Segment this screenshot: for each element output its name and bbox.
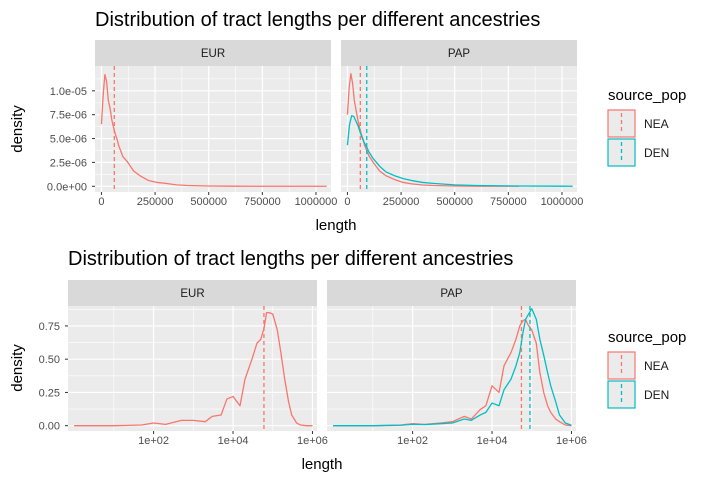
chart-title: Distribution of tract lengths per differ…	[95, 9, 540, 31]
x-tick-label: 1e+04	[218, 435, 249, 447]
chart-linear-scale: Distribution of tract lengths per differ…	[9, 9, 686, 234]
facet-panel-eur: EUR 1e+02 1e+04 1e+06 0.00 0.25 0.50 0.75	[39, 280, 328, 447]
x-tick-label: 1e+06	[297, 435, 328, 447]
plot-area	[95, 66, 331, 192]
chart-title: Distribution of tract lengths per differ…	[68, 248, 513, 270]
x-tick-label: 1000000	[295, 196, 338, 208]
x-tick-label: 500000	[436, 196, 473, 208]
y-axis-label: density	[9, 105, 26, 153]
y-tick-label: 0.25	[39, 387, 60, 399]
gridlines	[327, 306, 576, 431]
x-tick-label: 1e+06	[556, 435, 587, 447]
x-axis-label: length	[302, 456, 343, 473]
density-line-nea	[346, 72, 520, 187]
series-group	[74, 306, 313, 431]
x-tick-label: 250000	[137, 196, 174, 208]
plot-area	[68, 306, 317, 431]
series-group	[346, 66, 573, 192]
legend: source_pop NEA DEN	[607, 87, 686, 167]
x-axis-label: length	[316, 217, 357, 234]
x-tick-label: 1e+02	[138, 435, 169, 447]
legend: source_pop NEA DEN	[607, 329, 686, 409]
x-tick-label: 1e+02	[397, 435, 428, 447]
facet-strip-label: EUR	[180, 288, 204, 300]
x-tick-label: 250000	[383, 196, 420, 208]
plot-area	[341, 66, 577, 192]
plot-area	[327, 306, 576, 431]
x-tick-label: 0	[344, 196, 350, 208]
density-line-nea	[74, 312, 313, 427]
density-line-den	[346, 114, 573, 187]
x-tick-label: 500000	[190, 196, 227, 208]
chart-log-scale: Distribution of tract lengths per differ…	[9, 248, 686, 473]
gridlines	[341, 66, 577, 192]
y-axis-label: density	[9, 344, 26, 392]
y-tick-label: 1.0e-05	[50, 86, 87, 98]
series-group	[100, 66, 327, 192]
facet-strip-label: PAP	[448, 48, 470, 60]
x-tick-label: 750000	[244, 196, 281, 208]
y-tick-label: 0.00	[39, 421, 60, 433]
legend-label-den: DEN	[644, 388, 669, 402]
facet-panel-pap: PAP 0 250000 500000 750000 1000000	[341, 40, 583, 208]
facet-strip	[327, 280, 576, 306]
y-tick-label: 5.0e-06	[50, 134, 87, 146]
x-tick-label: 1e+04	[477, 435, 508, 447]
legend-title: source_pop	[608, 329, 686, 346]
x-tick-label: 0	[98, 196, 104, 208]
y-tick-label: 0.75	[39, 321, 60, 333]
facet-panel-eur: EUR 0 250000 500000 750000 1000000 0.0e+00 2.5e…	[47, 40, 337, 208]
facet-strip-label: EUR	[201, 48, 225, 60]
series-group	[333, 306, 572, 431]
x-tick-label: 1000000	[541, 196, 584, 208]
y-tick-label: 2.5e-06	[50, 157, 87, 169]
facet-strip	[341, 40, 577, 66]
legend-label-den: DEN	[644, 146, 669, 160]
facet-strip	[95, 40, 331, 66]
facet-strip-label: PAP	[440, 288, 462, 300]
legend-title: source_pop	[608, 87, 686, 104]
density-line-den	[333, 308, 572, 427]
density-line-nea	[100, 73, 327, 187]
x-tick-label: 750000	[490, 196, 527, 208]
facet-strip	[68, 280, 317, 306]
legend-label-nea: NEA	[644, 359, 669, 373]
legend-label-nea: NEA	[644, 117, 669, 131]
facet-panel-pap: PAP 1e+02 1e+04 1e+06	[327, 280, 587, 447]
y-tick-label: 7.5e-06	[50, 110, 87, 122]
y-tick-label: 0.50	[39, 354, 60, 366]
y-tick-label: 0.0e+00	[47, 181, 87, 193]
